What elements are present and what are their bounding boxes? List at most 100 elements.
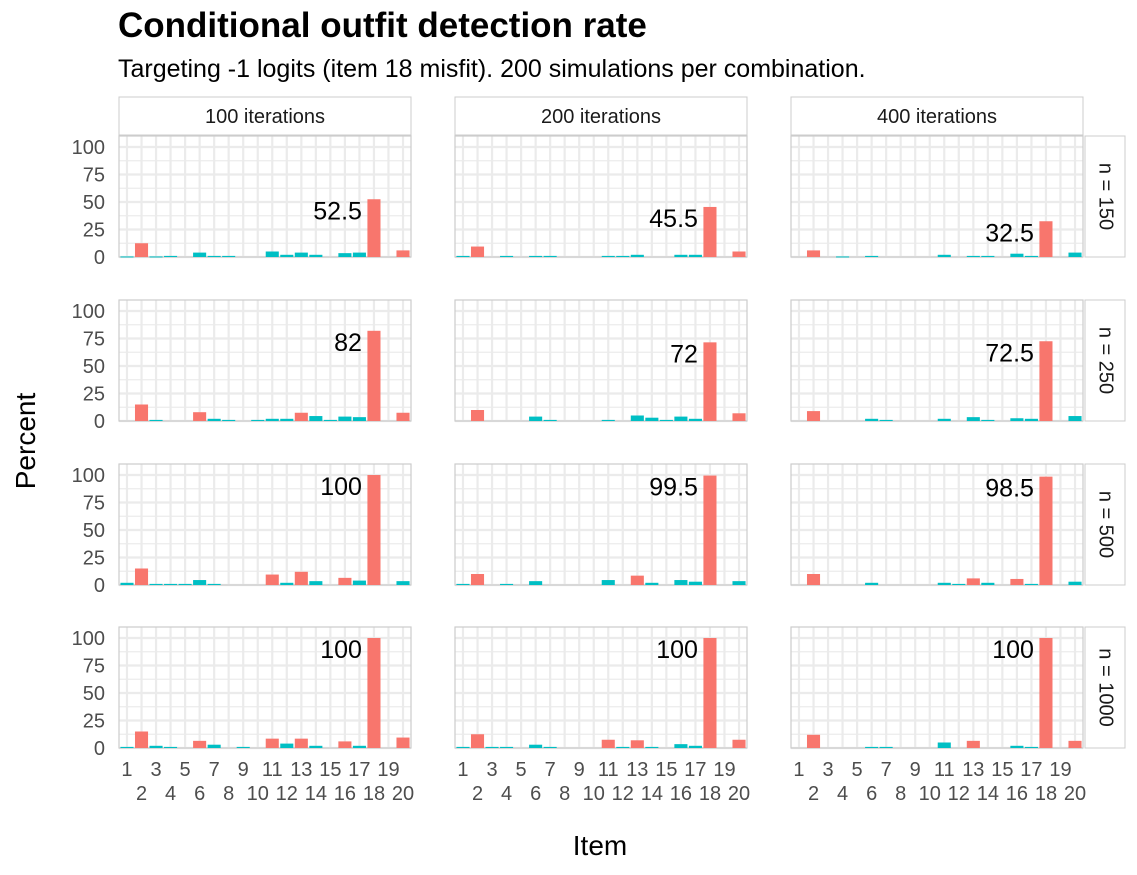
bar xyxy=(193,740,207,748)
bar xyxy=(645,582,659,585)
x-tick-label: 17 xyxy=(684,759,706,781)
x-tick-label: 17 xyxy=(1020,759,1042,781)
bar xyxy=(1039,638,1053,748)
bar xyxy=(338,577,352,585)
y-tick-label: 50 xyxy=(83,520,105,542)
bar xyxy=(865,255,879,257)
bar xyxy=(178,583,192,585)
panel-border xyxy=(118,626,412,749)
bar xyxy=(645,746,659,748)
y-tick-label: 100 xyxy=(72,301,105,323)
panel-background xyxy=(119,136,411,257)
bar xyxy=(1039,476,1053,585)
bar xyxy=(688,581,702,585)
bar xyxy=(732,251,746,257)
x-tick-label: 19 xyxy=(377,759,399,781)
bar xyxy=(456,583,470,585)
panel-background xyxy=(791,300,1083,421)
facet-strip-label: n = 250 xyxy=(1095,327,1117,394)
x-tick-label: 16 xyxy=(1006,783,1028,805)
x-tick-label: 4 xyxy=(837,783,848,805)
bar xyxy=(1024,583,1038,585)
bar xyxy=(120,746,134,748)
bar xyxy=(309,416,323,421)
panel-background xyxy=(791,627,1083,748)
data-label: 72 xyxy=(670,340,698,368)
bar xyxy=(470,246,485,257)
facet-strip-row xyxy=(1084,299,1126,422)
bar xyxy=(616,746,630,748)
bar xyxy=(1010,745,1024,748)
facet-strip-label: n = 500 xyxy=(1095,491,1117,558)
x-tick-label: 13 xyxy=(626,759,648,781)
bar xyxy=(674,254,688,257)
bar xyxy=(294,738,308,748)
bar xyxy=(500,255,514,257)
bar xyxy=(865,582,879,585)
bar xyxy=(966,740,980,748)
x-tick-label: 3 xyxy=(150,759,161,781)
y-tick-label: 50 xyxy=(83,192,105,214)
y-tick-label: 100 xyxy=(72,465,105,487)
bar xyxy=(1024,746,1038,748)
bar xyxy=(981,255,995,257)
x-tick-label: 5 xyxy=(852,759,863,781)
bar xyxy=(352,580,366,585)
bar xyxy=(703,206,717,257)
bar xyxy=(280,254,294,257)
bar xyxy=(937,742,951,748)
data-label: 100 xyxy=(320,473,362,501)
bar xyxy=(601,255,615,257)
bar xyxy=(981,419,995,421)
bar xyxy=(367,199,381,257)
bar xyxy=(309,745,323,748)
y-tick-label: 25 xyxy=(83,548,105,570)
bar xyxy=(396,581,410,585)
bar xyxy=(1039,341,1053,421)
x-tick-label: 7 xyxy=(881,759,892,781)
x-tick-label: 20 xyxy=(1064,783,1086,805)
facet-strip-label: 200 iterations xyxy=(541,106,661,128)
bar xyxy=(529,255,543,257)
x-tick-label: 1 xyxy=(121,759,132,781)
data-label: 100 xyxy=(320,636,362,664)
y-tick-label: 0 xyxy=(94,575,105,597)
chart-title: Conditional outfit detection rate xyxy=(118,6,647,45)
x-tick-label: 8 xyxy=(895,783,906,805)
bar xyxy=(601,580,615,585)
bar xyxy=(645,417,659,421)
bar xyxy=(732,413,746,421)
data-label: 72.5 xyxy=(985,339,1034,367)
chart-subtitle: Targeting -1 logits (item 18 misfit). 20… xyxy=(118,55,866,83)
bar xyxy=(1039,221,1053,257)
bar xyxy=(1010,418,1024,421)
x-tick-label: 2 xyxy=(808,783,819,805)
bar xyxy=(294,412,308,421)
bar xyxy=(529,581,543,585)
bar xyxy=(294,571,308,585)
bar xyxy=(207,255,221,257)
bar xyxy=(338,416,352,421)
x-tick-label: 11 xyxy=(262,759,283,781)
bar xyxy=(865,418,879,421)
x-tick-label: 4 xyxy=(165,783,176,805)
panel-background xyxy=(455,136,747,257)
panel-border xyxy=(454,135,748,258)
x-tick-label: 14 xyxy=(641,783,663,805)
bar xyxy=(937,418,951,421)
bar xyxy=(338,741,352,748)
bar xyxy=(352,252,366,257)
bar xyxy=(879,746,893,748)
x-tick-label: 14 xyxy=(977,783,999,805)
panel-border xyxy=(454,463,748,586)
y-tick-label: 75 xyxy=(83,329,105,351)
y-tick-label: 75 xyxy=(83,165,105,187)
bar xyxy=(149,745,163,748)
bar xyxy=(367,475,381,585)
panel-border xyxy=(454,299,748,422)
bar xyxy=(294,252,308,257)
x-tick-label: 20 xyxy=(728,783,750,805)
bar xyxy=(222,419,236,421)
bar xyxy=(396,250,410,257)
bar xyxy=(806,411,821,421)
